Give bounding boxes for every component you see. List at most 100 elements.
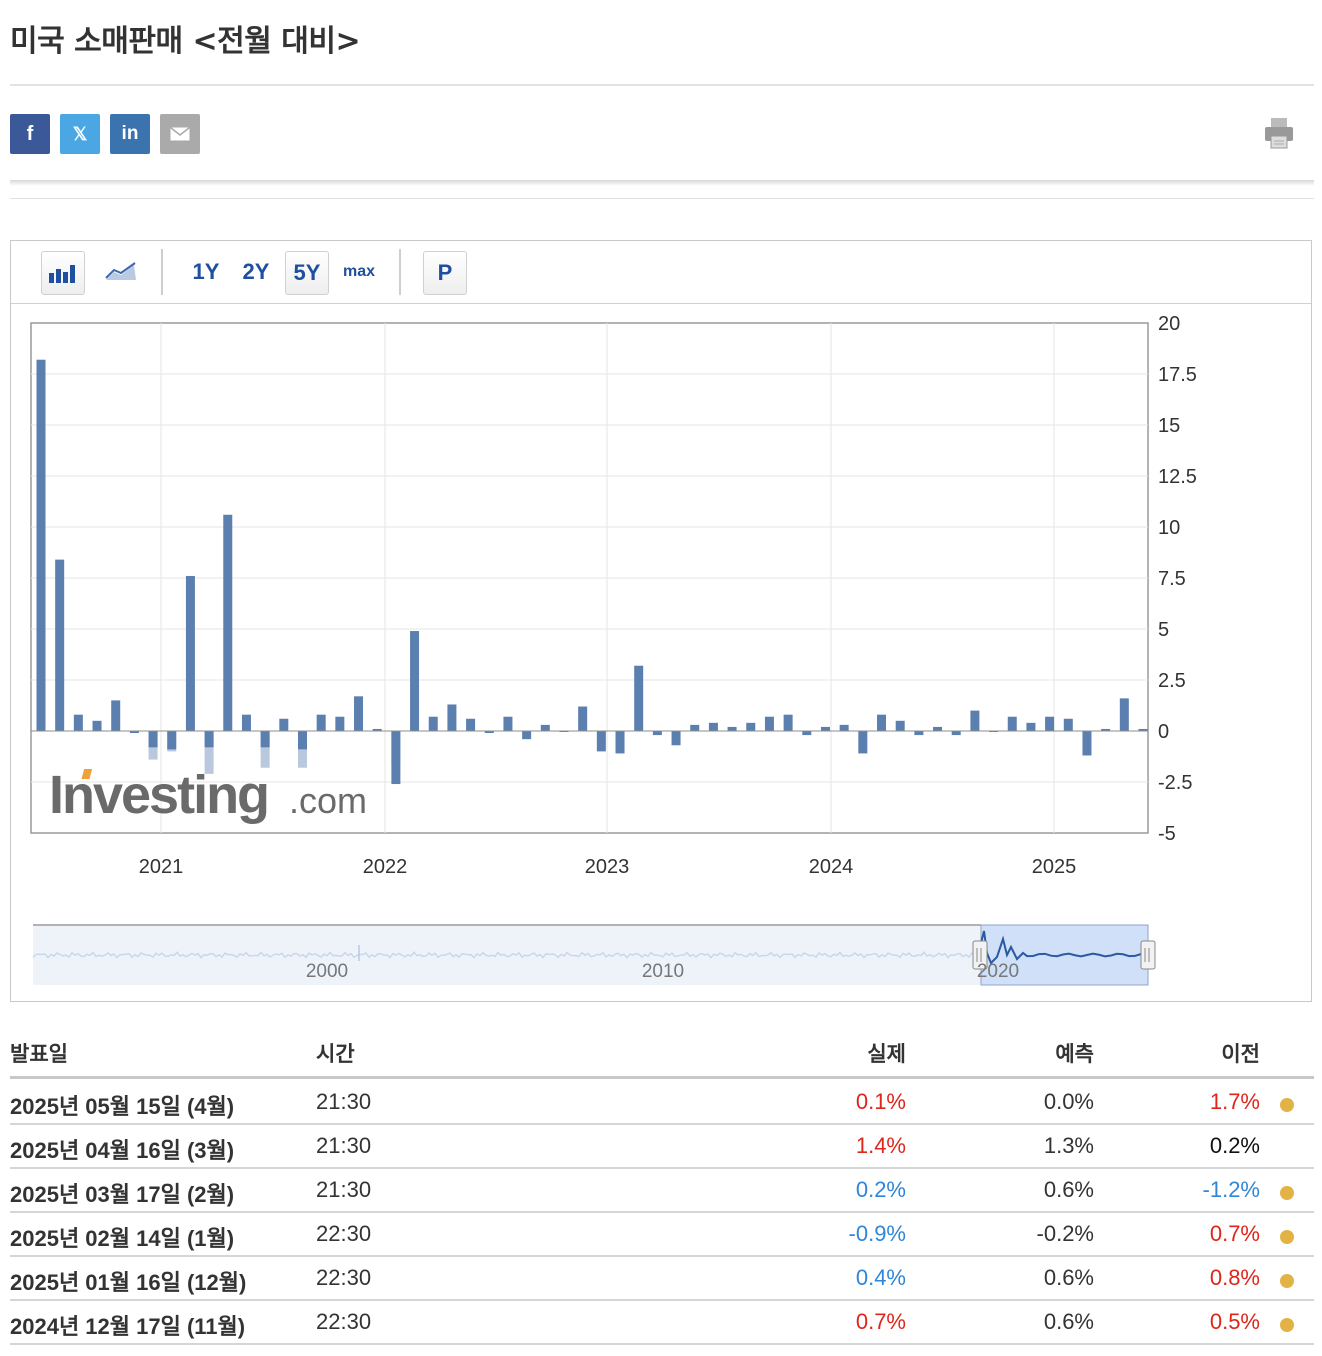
bar: [129, 731, 139, 734]
bar: [615, 731, 625, 754]
header-time[interactable]: 시간: [316, 1043, 355, 1066]
bar: [55, 559, 65, 731]
bar: [36, 359, 46, 731]
navigator-tick-label: 2020: [977, 961, 1019, 982]
watermark-logo: Investing: [49, 765, 268, 825]
bar-chart: Investing .com 20 17.5 15 12.5 10 7.5 5 2.5 0 -2.5…: [30, 313, 1197, 986]
watermark-suffix: .com: [289, 780, 367, 821]
cell-time: 22:30: [316, 1221, 372, 1246]
forecast-bar: [204, 731, 214, 774]
bar: [895, 720, 905, 731]
facebook-icon: f: [26, 122, 34, 145]
range-1y-button[interactable]: 1Y: [192, 259, 220, 284]
cell-previous: 0.2%: [1209, 1133, 1260, 1158]
navigator-selected-series: [980, 930, 1148, 965]
cell-actual: 0.1%: [855, 1089, 906, 1114]
y-tick-label: 2.5: [1158, 670, 1186, 692]
header-forecast[interactable]: 예측: [1055, 1043, 1094, 1066]
bar: [764, 716, 774, 731]
bar: [466, 718, 476, 731]
bar: [204, 731, 214, 748]
bar: [372, 728, 382, 731]
cell-previous: 0.5%: [1209, 1309, 1260, 1334]
bar: [708, 722, 718, 731]
table-row: 2024년 12월 17일 (11월) 22:30 0.7% 0.6% 0.5%: [10, 1299, 1314, 1345]
y-tick-label: 7.5: [1158, 568, 1186, 590]
cell-previous: 0.7%: [1209, 1221, 1260, 1246]
bar: [111, 700, 121, 731]
line-chart-button[interactable]: [101, 251, 141, 293]
y-tick-label: 12.5: [1158, 466, 1197, 488]
bar: [73, 714, 83, 731]
header-previous[interactable]: 이전: [1221, 1043, 1260, 1066]
cell-previous: 1.7%: [1209, 1089, 1260, 1114]
revision-dot-icon[interactable]: [1280, 1186, 1294, 1200]
table-row: 2025년 05월 15일 (4월) 21:30 0.1% 0.0% 1.7%: [10, 1079, 1314, 1125]
range-2y-button[interactable]: 2Y: [242, 259, 270, 284]
linkedin-share-button[interactable]: in: [110, 114, 150, 154]
bar-chart-icon: [49, 265, 75, 283]
cell-release-date: 2025년 05월 15일 (4월): [10, 1094, 235, 1119]
p-button[interactable]: P: [423, 251, 467, 295]
cell-forecast: 0.0%: [1043, 1089, 1094, 1114]
cell-time: 21:30: [316, 1177, 372, 1202]
bar: [634, 665, 644, 731]
cell-release-date: 2025년 03월 17일 (2월): [10, 1182, 235, 1207]
revision-dot-icon[interactable]: [1280, 1230, 1294, 1244]
section-shadow: [10, 180, 1314, 186]
bar: [484, 731, 494, 734]
cell-forecast: 0.6%: [1043, 1309, 1094, 1334]
email-share-button[interactable]: [160, 114, 200, 154]
bar: [1101, 728, 1111, 731]
cell-actual: 0.4%: [855, 1265, 906, 1290]
revision-dot-icon[interactable]: [1280, 1098, 1294, 1112]
header-date[interactable]: 발표일: [10, 1043, 68, 1066]
cell-time: 22:30: [316, 1265, 372, 1290]
bar: [820, 726, 830, 731]
cell-previous: 0.8%: [1209, 1265, 1260, 1290]
cell-actual: -0.9%: [848, 1221, 906, 1246]
bar: [148, 731, 158, 748]
cell-forecast: 0.6%: [1043, 1265, 1094, 1290]
bar: [1045, 716, 1055, 731]
bar: [223, 514, 233, 731]
bar: [92, 720, 102, 731]
x-tick-label: 2024: [809, 856, 854, 878]
facebook-share-button[interactable]: f: [10, 114, 50, 154]
bar: [1082, 731, 1092, 756]
bar: [241, 714, 251, 731]
bar: [1063, 718, 1073, 731]
bar: [802, 731, 812, 736]
bar: [279, 718, 289, 731]
bar: [596, 731, 606, 752]
x-tick-label: 2025: [1032, 856, 1077, 878]
x-tick-label: 2021: [139, 856, 184, 878]
bar: [914, 731, 924, 736]
bar: [260, 731, 270, 748]
bar: [316, 714, 326, 731]
table-row: 2025년 03월 17일 (2월) 21:30 0.2% 0.6% -1.2%: [10, 1167, 1314, 1213]
header-actual[interactable]: 실제: [867, 1043, 906, 1066]
divider: [10, 198, 1314, 199]
bar: [858, 731, 868, 754]
navigator-series: [32, 951, 982, 959]
toolbar-separator: [399, 249, 401, 295]
table-row: 2025년 04월 16일 (3월) 21:30 1.4% 1.3% 0.2%: [10, 1123, 1314, 1169]
page-title: 미국 소매판매 <전월 대비>: [10, 24, 361, 59]
range-max-button[interactable]: max: [342, 263, 376, 280]
bar: [877, 714, 887, 731]
cell-time: 21:30: [316, 1133, 372, 1158]
bar: [297, 731, 307, 750]
bar: [690, 724, 700, 731]
y-tick-label: 20: [1158, 313, 1180, 335]
bar-chart-button[interactable]: [41, 251, 85, 295]
revision-dot-icon[interactable]: [1280, 1274, 1294, 1288]
range-5y-button[interactable]: 5Y: [285, 251, 329, 295]
x-share-button[interactable]: 𝕏: [60, 114, 100, 154]
bar: [652, 731, 662, 736]
y-tick-label: 17.5: [1158, 364, 1197, 386]
cell-release-date: 2024년 12월 17일 (11월): [10, 1314, 246, 1339]
revision-dot-icon[interactable]: [1280, 1318, 1294, 1332]
print-icon[interactable]: [1264, 116, 1294, 150]
cell-release-date: 2025년 04월 16일 (3월): [10, 1138, 235, 1163]
